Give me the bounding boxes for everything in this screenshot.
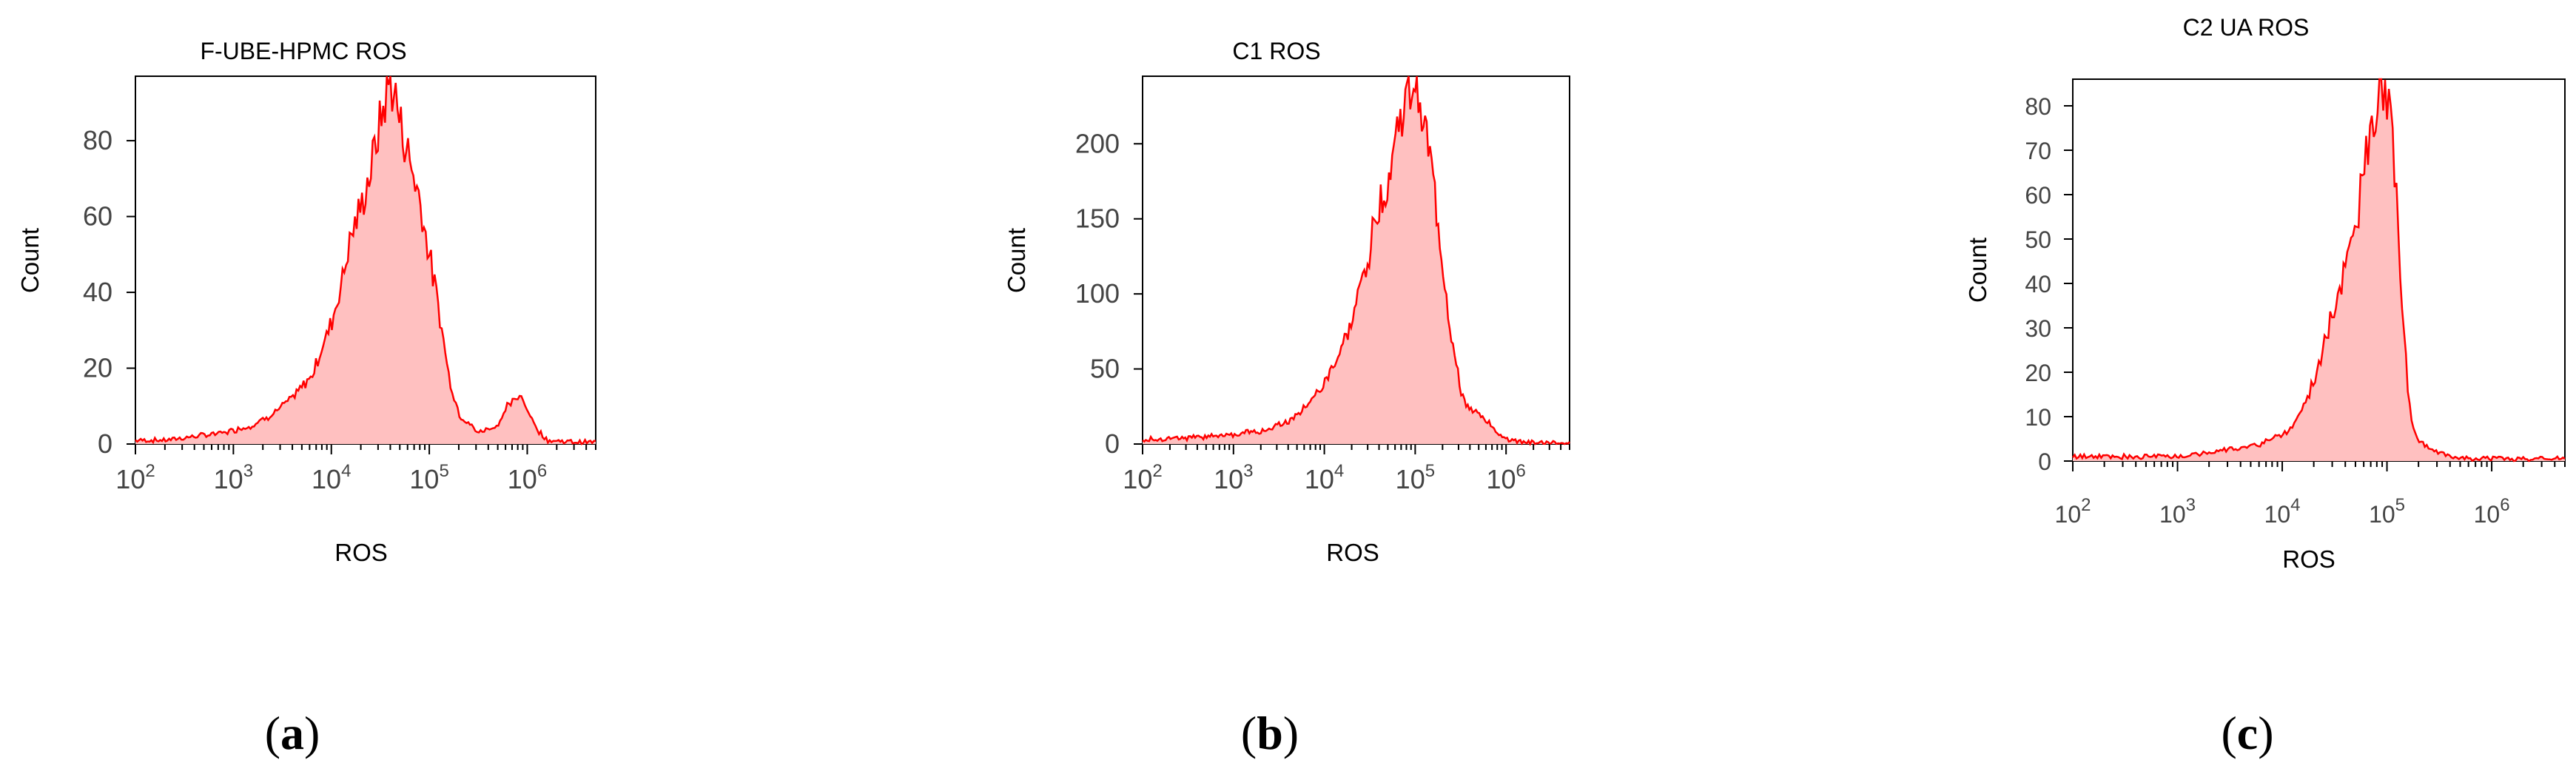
chart-b-x-axis: 102 103 104 105 106 — [1123, 444, 1570, 494]
chart-c-histogram-line — [2071, 78, 2566, 463]
chart-b-x-tick-label: 103 — [1214, 461, 1253, 494]
chart-c-title: C2 UA ROS — [2183, 14, 2310, 41]
chart-b-histogram-fill — [1143, 76, 1570, 444]
chart-b-xlabel: ROS — [1326, 539, 1379, 566]
chart-a-y-tick-label: 80 — [83, 125, 112, 155]
chart-c-x-axis: 102 103 104 105 106 — [2055, 461, 2566, 528]
chart-c-x-tick-label: 104 — [2264, 495, 2301, 528]
chart-a-y-axis: 0 20 40 60 80 — [83, 125, 135, 459]
chart-c-y-tick-label: 70 — [2025, 138, 2051, 164]
chart-b-x-tick-label: 102 — [1123, 461, 1162, 494]
chart-c-y-tick-label: 0 — [2038, 448, 2051, 475]
chart-c-plot-area — [2071, 78, 2566, 463]
chart-b-y-axis: 0 50 100 150 200 — [1075, 128, 1143, 459]
chart-c-y-tick-label: 20 — [2025, 360, 2051, 386]
chart-b-ylabel: Count — [1003, 228, 1030, 293]
chart-b-y-tick-label: 100 — [1075, 278, 1120, 309]
chart-a-ylabel: Count — [16, 228, 44, 293]
chart-a-y-tick-label: 20 — [83, 353, 112, 383]
chart-b-x-tick-label: 106 — [1486, 461, 1525, 494]
svg-text:(c): (c) — [2221, 707, 2273, 759]
chart-a-y-tick-label: 0 — [98, 428, 112, 459]
chart-a-x-axis: 102 103 104 105 106 — [115, 444, 596, 494]
chart-c-xlabel: ROS — [2282, 545, 2335, 573]
chart-c-x-tick-label: 106 — [2474, 495, 2510, 528]
svg-text:(b): (b) — [1241, 707, 1299, 759]
chart-a-histogram-line — [135, 75, 596, 446]
chart-a-x-tick-label: 104 — [312, 461, 351, 494]
chart-a-y-tick-label: 60 — [83, 201, 112, 232]
chart-b-plot-area — [1142, 75, 1570, 446]
chart-c-y-tick-label: 40 — [2025, 271, 2051, 297]
panel-b-letter: b — [1257, 707, 1283, 759]
chart-a: F-UBE-HPMC ROS 0 20 40 60 80 102 103 104 105 106… — [16, 38, 596, 759]
chart-c-ylabel: Count — [1964, 238, 1991, 303]
chart-b-title: C1 ROS — [1232, 38, 1320, 64]
chart-c-x-tick-label: 103 — [2159, 495, 2196, 528]
chart-a-xlabel: ROS — [334, 539, 388, 566]
chart-a-title: F-UBE-HPMC ROS — [200, 38, 406, 64]
chart-b-histogram-line — [1142, 75, 1570, 446]
chart-c-x-tick-label: 102 — [2055, 495, 2091, 528]
chart-c-y-tick-label: 10 — [2025, 404, 2051, 431]
chart-a-y-tick-label: 40 — [83, 277, 112, 307]
panel-a-letter: a — [280, 707, 304, 759]
chart-c-histogram-fill — [2073, 79, 2565, 461]
chart-c-x-tick-label: 105 — [2369, 495, 2405, 528]
svg-text:(a): (a) — [265, 707, 320, 759]
chart-b-y-tick-label: 200 — [1075, 128, 1120, 158]
chart-b-y-tick-label: 50 — [1090, 354, 1120, 384]
chart-c-y-axis: 0 10 20 30 40 50 60 70 80 — [2025, 93, 2073, 475]
chart-a-x-tick-label: 102 — [115, 461, 155, 494]
chart-c-y-tick-label: 60 — [2025, 182, 2051, 209]
chart-a-x-tick-label: 103 — [214, 461, 253, 494]
chart-b-x-tick-label: 105 — [1396, 461, 1435, 494]
panel-label-b: (b) — [1241, 707, 1299, 759]
chart-c-y-tick-label: 50 — [2025, 226, 2051, 253]
chart-c-y-tick-label: 30 — [2025, 315, 2051, 342]
panel-label-c: (c) — [2221, 707, 2273, 759]
chart-a-x-tick-label: 106 — [508, 461, 547, 494]
chart-a-histogram-fill — [135, 76, 596, 444]
chart-c: C2 UA ROS 0 10 20 30 40 50 60 70 80 102 103 104 105… — [1964, 14, 2566, 759]
panel-c-letter: c — [2237, 707, 2258, 759]
chart-b-y-tick-label: 150 — [1075, 204, 1120, 234]
chart-b-y-tick-label: 0 — [1105, 428, 1120, 459]
chart-c-y-tick-label: 80 — [2025, 93, 2051, 120]
chart-b: C1 ROS 0 50 100 150 200 102 103 104 105 106 Coun… — [1003, 38, 1570, 759]
chart-a-x-tick-label: 105 — [409, 461, 448, 494]
chart-a-plot-area — [135, 75, 596, 446]
chart-b-x-tick-label: 104 — [1305, 461, 1344, 494]
panel-label-a: (a) — [265, 707, 320, 759]
